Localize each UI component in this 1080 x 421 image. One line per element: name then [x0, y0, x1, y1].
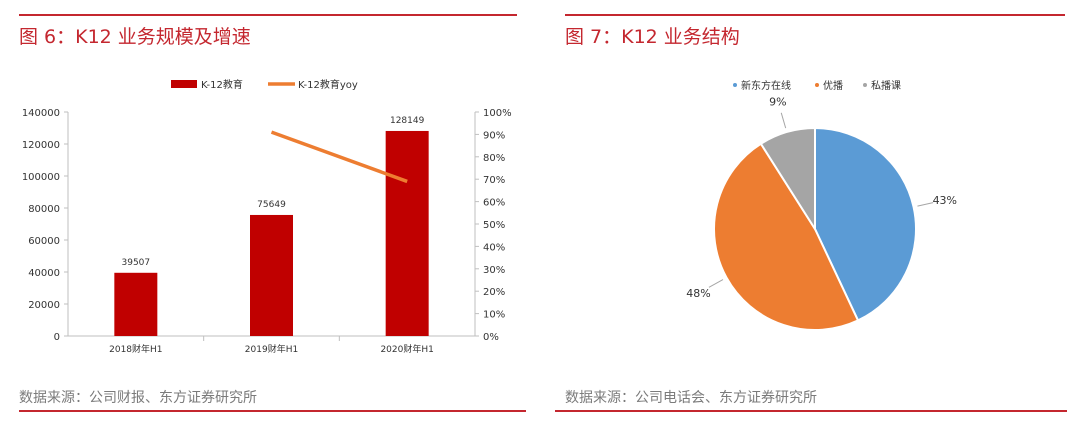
- y-tick-label: 60000: [28, 236, 60, 247]
- data-label: 75649: [257, 200, 286, 210]
- y-tick-label: 20000: [28, 300, 60, 311]
- y2-tick-label: 60%: [483, 198, 505, 209]
- y2-tick-label: 40%: [483, 242, 505, 253]
- legend-label: 私播课: [871, 79, 901, 92]
- leader-line: [780, 112, 787, 129]
- legend-label: K-12教育: [201, 78, 243, 91]
- y2-tick-label: 20%: [483, 287, 505, 298]
- pie-slice: [759, 126, 816, 233]
- x-tick-label: 2019财年H1: [245, 343, 298, 355]
- leader-line: [708, 279, 724, 288]
- yoy-line: [270, 130, 408, 184]
- bottom-rule: [555, 410, 1067, 412]
- pie-slice: [713, 142, 860, 331]
- y2-tick-label: 70%: [483, 175, 505, 186]
- x-tick-label: 2018财年H1: [109, 343, 162, 355]
- legend-marker: [815, 83, 819, 87]
- y-tick-label: 0: [54, 332, 60, 343]
- data-source: 数据来源：公司电话会、东方证券研究所: [565, 390, 817, 406]
- bar: [385, 130, 429, 336]
- figure-title: 图 6：K12 业务规模及增速: [19, 26, 251, 48]
- slice-label: 43%: [933, 194, 957, 207]
- legend-marker: [863, 83, 867, 87]
- bar-line-chart: 0 20000 40000 60000 80000 100000 120000 140000 0…: [22, 78, 512, 355]
- pie-slice: [814, 126, 917, 322]
- data-label: 39507: [122, 258, 151, 268]
- y2-tick-label: 30%: [483, 265, 505, 276]
- bar: [114, 272, 158, 336]
- y-tick-label: 140000: [22, 108, 60, 119]
- data-source: 数据来源：公司财报、东方证券研究所: [19, 390, 257, 406]
- bar: [250, 214, 293, 336]
- slice-label: 48%: [686, 287, 710, 300]
- pie-chart: 43% 48% 9% 新东方在线 优播 私播课: [686, 79, 957, 331]
- y2-tick-label: 50%: [483, 220, 505, 231]
- figure-title: 图 7：K12 业务结构: [565, 26, 740, 48]
- y2-tick-label: 100%: [483, 108, 512, 119]
- leader-line: [917, 202, 934, 207]
- left-panel: 图 6：K12 业务规模及增速 0 20000 40000 60000 80000 100…: [0, 0, 535, 421]
- y-tick-label: 120000: [22, 140, 60, 151]
- y2-tick-label: 0%: [483, 332, 499, 343]
- top-rule: [565, 14, 1065, 16]
- y-tick-label: 40000: [28, 268, 60, 279]
- legend-label: 新东方在线: [741, 79, 791, 92]
- y-tick-label: 80000: [28, 204, 60, 215]
- right-panel: 图 7：K12 业务结构 43% 48% 9% 新东方在线 优播 私播课 数据来源：公司电…: [555, 0, 1080, 421]
- y-tick-label: 100000: [22, 172, 60, 183]
- legend-label: 优播: [823, 79, 843, 92]
- x-tick-label: 2020财年H1: [380, 343, 433, 355]
- data-label: 128149: [390, 116, 425, 126]
- y2-tick-label: 80%: [483, 153, 505, 164]
- legend-label: K-12教育yoy: [298, 78, 358, 91]
- legend-marker: [733, 83, 737, 87]
- bottom-rule: [19, 410, 526, 412]
- y2-tick-label: 10%: [483, 310, 505, 321]
- top-rule: [19, 14, 517, 16]
- legend-swatch: [171, 80, 197, 88]
- y2-tick-label: 90%: [483, 130, 505, 141]
- slice-label: 9%: [769, 95, 786, 108]
